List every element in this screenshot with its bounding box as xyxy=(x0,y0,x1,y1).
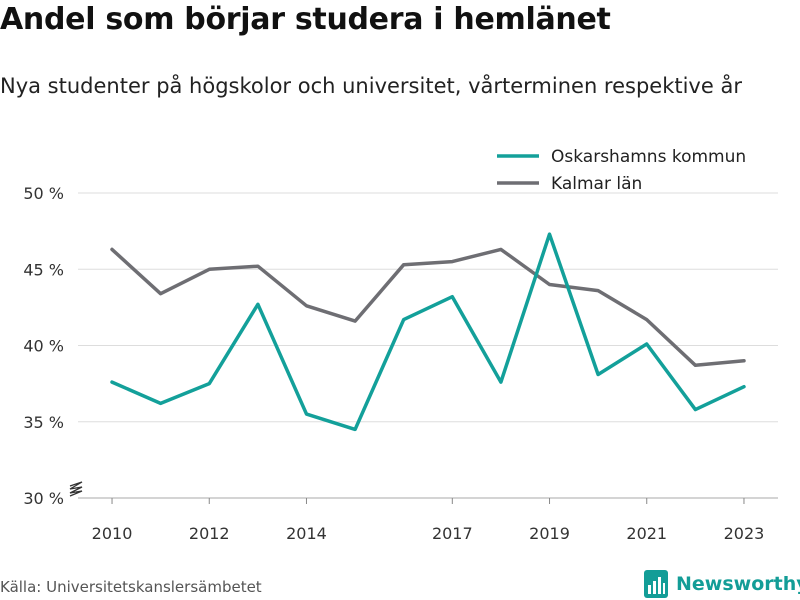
legend-label: Kalmar län xyxy=(551,174,642,194)
x-tick-label: 2012 xyxy=(189,524,230,543)
source-note: Källa: Universitetskanslersämbetet xyxy=(0,578,262,596)
x-tick-label: 2019 xyxy=(529,524,570,543)
x-tick-label: 2010 xyxy=(92,524,133,543)
y-tick-label: 45 % xyxy=(23,260,64,279)
legend: Oskarshamns kommun Kalmar län xyxy=(497,147,746,194)
newsworthy-logo-icon xyxy=(644,570,668,598)
y-tick-label: 50 % xyxy=(23,184,64,203)
line-chart: 30 % 35 % 40 % 45 % 50 % 2010 2012 2014 2017 2019… xyxy=(23,147,778,543)
y-tick-label: 30 % xyxy=(23,489,64,508)
x-tick-label: 2023 xyxy=(724,524,765,543)
x-tick-label: 2021 xyxy=(626,524,667,543)
series-lines xyxy=(110,232,746,432)
legend-label: Oskarshamns kommun xyxy=(551,147,746,167)
x-tick-label: 2017 xyxy=(432,524,473,543)
chart-title: Andel som börjar studera i hemlänet xyxy=(0,2,611,37)
axes: 30 % 35 % 40 % 45 % 50 % 2010 2012 2014 2017 2019… xyxy=(23,184,764,543)
axis-break-icon xyxy=(69,481,83,497)
y-tick-label: 35 % xyxy=(23,413,64,432)
brand-name: Newsworthy xyxy=(676,573,800,595)
series-line-kalmar-län xyxy=(110,247,746,368)
gridlines xyxy=(78,192,778,499)
y-tick-label: 40 % xyxy=(23,337,64,356)
series-line-oskarshamns-kommun xyxy=(110,232,746,432)
brand-logo-block[interactable]: Newsworthy xyxy=(644,570,800,598)
x-tick-label: 2014 xyxy=(286,524,327,543)
chart-subtitle: Nya studenter på högskolor och universit… xyxy=(0,74,742,98)
